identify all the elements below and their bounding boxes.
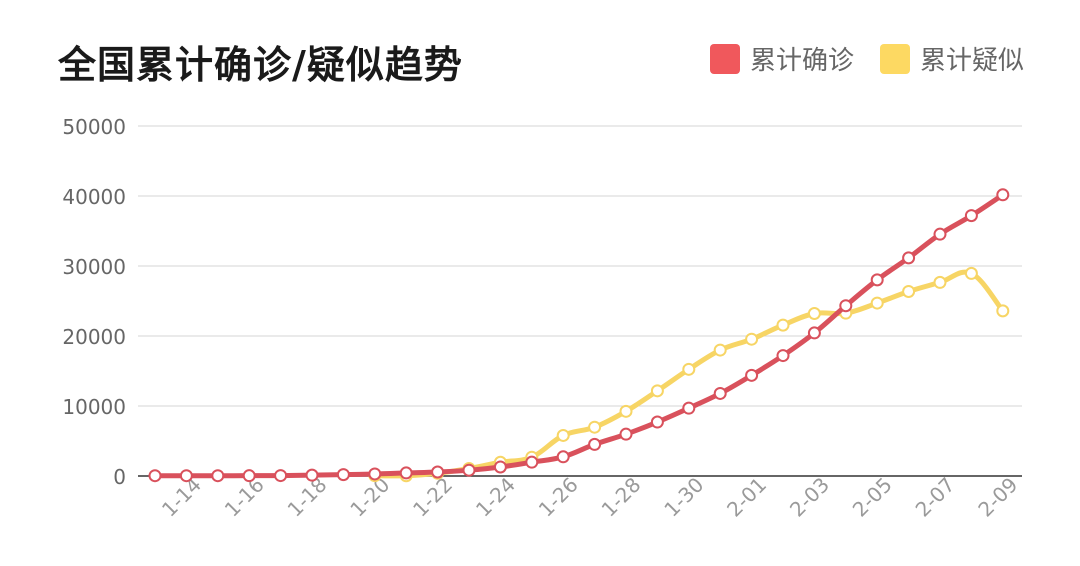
- x-tick-label: 1-18: [283, 473, 332, 522]
- point-confirmed: [745, 368, 759, 382]
- point-confirmed: [776, 349, 790, 363]
- point-confirmed: [462, 463, 476, 477]
- point-suspected: [996, 304, 1010, 318]
- x-tick-label: 1-24: [471, 473, 520, 522]
- x-tick-label: 2-07: [911, 473, 960, 522]
- point-confirmed: [211, 469, 225, 483]
- point-confirmed: [242, 469, 256, 483]
- point-suspected: [650, 384, 664, 398]
- x-tick-label: 1-20: [345, 473, 394, 522]
- point-confirmed: [713, 386, 727, 400]
- grid-layer: [138, 125, 1022, 477]
- point-suspected: [713, 343, 727, 357]
- y-axis: 0 10000 20000 30000 40000 50000: [62, 115, 126, 489]
- legend-label-suspected: 累计疑似: [919, 46, 1024, 76]
- point-suspected: [682, 362, 696, 376]
- point-confirmed: [870, 273, 884, 287]
- x-tick-label: 2-05: [848, 473, 897, 522]
- point-confirmed: [933, 227, 947, 241]
- point-confirmed: [493, 460, 507, 474]
- point-confirmed: [650, 415, 664, 429]
- series-suspected: [368, 266, 1010, 483]
- y-tick-label: 30000: [62, 255, 126, 279]
- point-confirmed: [588, 437, 602, 451]
- point-confirmed: [839, 299, 853, 313]
- point-suspected: [745, 332, 759, 346]
- point-confirmed: [556, 450, 570, 464]
- point-confirmed: [996, 188, 1010, 202]
- legend-item-suspected[interactable]: 累计疑似: [879, 40, 1024, 77]
- legend-swatch-confirmed: [709, 43, 740, 74]
- x-tick-label: 2-03: [785, 473, 834, 522]
- point-suspected: [870, 296, 884, 310]
- point-confirmed: [274, 469, 288, 483]
- legend-item-confirmed[interactable]: 累计确诊: [709, 40, 854, 77]
- x-tick-label: 1-22: [408, 473, 457, 522]
- point-confirmed: [148, 469, 162, 483]
- chart-legend: 累计确诊 累计疑似: [709, 40, 1024, 77]
- y-tick-label: 0: [113, 465, 126, 489]
- point-suspected: [588, 420, 602, 434]
- point-confirmed: [902, 251, 916, 265]
- legend-swatch-suspected: [879, 43, 910, 74]
- series-layer: [148, 188, 1010, 483]
- y-tick-label: 20000: [62, 325, 126, 349]
- point-confirmed: [964, 209, 978, 223]
- point-suspected: [933, 275, 947, 289]
- point-confirmed: [305, 468, 319, 482]
- point-confirmed: [525, 455, 539, 469]
- point-confirmed: [619, 427, 633, 441]
- x-tick-label: 1-30: [659, 473, 708, 522]
- point-suspected: [964, 266, 978, 280]
- point-confirmed: [368, 467, 382, 481]
- point-confirmed: [431, 465, 445, 479]
- point-suspected: [556, 428, 570, 442]
- y-tick-label: 50000: [62, 115, 126, 139]
- series-confirmed: [148, 188, 1010, 483]
- line-confirmed: [152, 192, 1006, 479]
- point-suspected: [902, 284, 916, 298]
- x-tick-label: 2-01: [722, 473, 771, 522]
- point-confirmed: [399, 466, 413, 480]
- point-confirmed: [682, 401, 696, 415]
- x-tick-label: 1-28: [597, 473, 646, 522]
- point-suspected: [807, 307, 821, 321]
- x-tick-label: 1-26: [534, 473, 583, 522]
- point-confirmed: [179, 469, 193, 483]
- point-suspected: [776, 318, 790, 332]
- chart-title: 全国累计确诊/疑似趋势: [58, 43, 463, 87]
- legend-label-confirmed: 累计确诊: [749, 46, 854, 76]
- point-confirmed: [336, 468, 350, 482]
- y-tick-label: 40000: [62, 185, 126, 209]
- x-axis: 1-14 1-16 1-18 1-20 1-22 1-24 1-26 1-28 1-30 2-01…: [157, 473, 1022, 522]
- point-confirmed: [807, 326, 821, 340]
- point-suspected: [619, 404, 633, 418]
- x-tick-label: 2-09: [973, 473, 1022, 522]
- y-tick-label: 10000: [62, 395, 126, 419]
